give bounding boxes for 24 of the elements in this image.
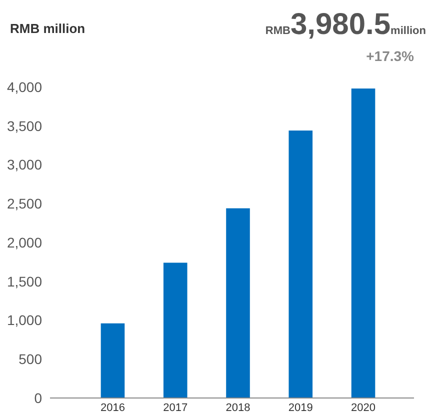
y-tick-label: 4,000: [6, 78, 42, 95]
y-tick-label: 500: [18, 351, 42, 368]
text: +17.3%: [366, 48, 415, 64]
bar: [226, 208, 250, 398]
bar: [100, 323, 125, 398]
x-tick-label: 2016: [100, 402, 125, 413]
y-tick-label: 2,000: [6, 234, 42, 250]
x-tick-label: 2019: [288, 402, 313, 413]
text: RMB: [265, 25, 290, 37]
y-tick-label: 1,000: [6, 312, 42, 328]
bar: [351, 88, 376, 398]
y-tick-label: 3,000: [6, 156, 42, 173]
y-tick-label: 0: [34, 390, 42, 406]
bar: [288, 130, 313, 398]
x-tick-label: 2020: [351, 402, 376, 413]
y-tick-label: 1,500: [6, 273, 42, 290]
x-tick-label: 2018: [226, 402, 250, 413]
text: 3,980.5: [290, 8, 391, 41]
bar: [163, 262, 188, 398]
x-tick-label: 2017: [163, 402, 188, 413]
y-tick-label: 2,500: [6, 196, 42, 212]
y-axis-title: RMB million: [10, 21, 86, 36]
text: million: [390, 25, 426, 37]
y-tick-label: 3,500: [6, 118, 42, 134]
